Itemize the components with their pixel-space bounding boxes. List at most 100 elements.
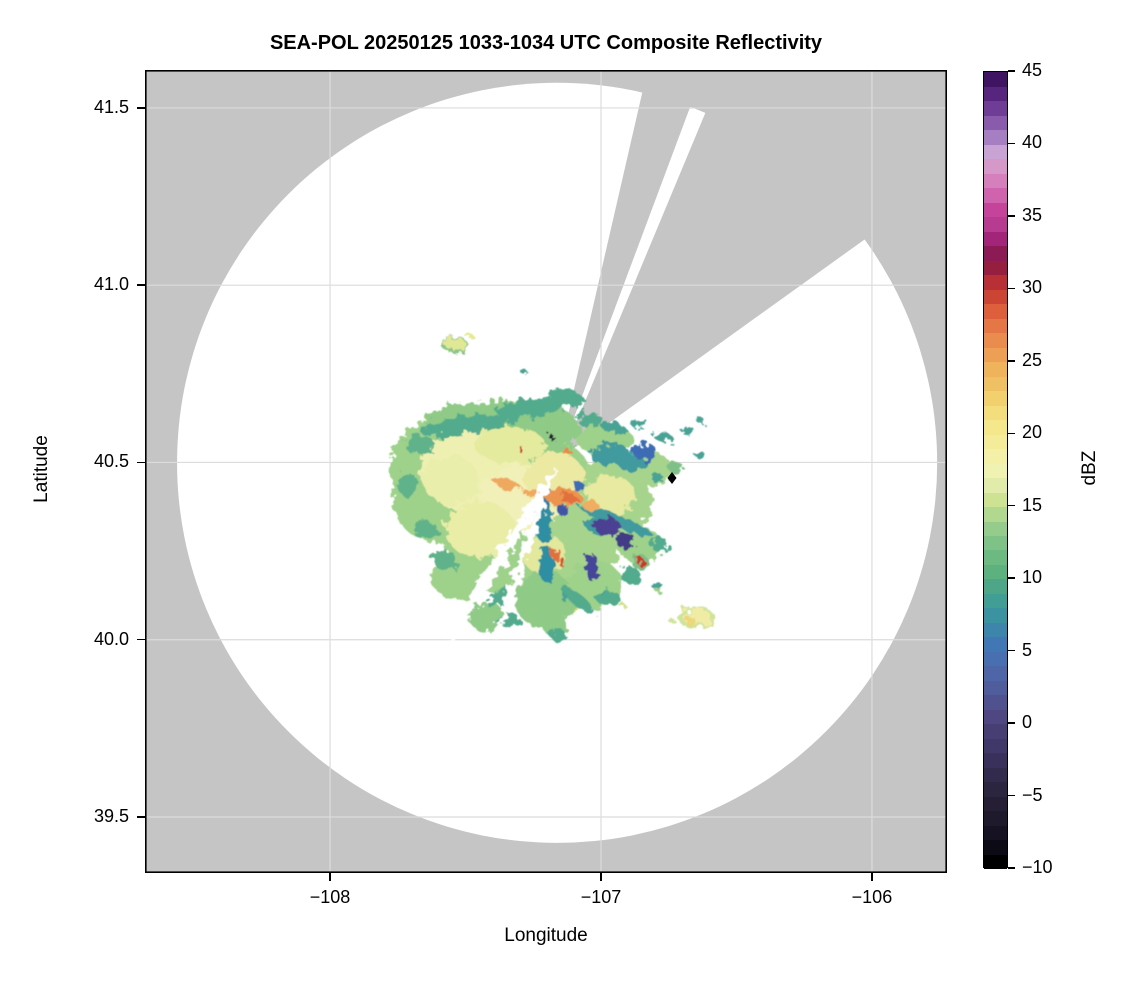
echo-region <box>695 417 704 423</box>
echo-region <box>631 419 649 428</box>
colorbar-tick <box>1008 794 1015 797</box>
y-tick-label: 41.0 <box>93 274 129 295</box>
colorbar-band <box>984 86 1007 102</box>
colorbar-band <box>984 520 1007 536</box>
colorbar-band <box>984 549 1007 565</box>
colorbar-tick <box>1008 287 1015 290</box>
colorbar-band <box>984 506 1007 522</box>
echo-region <box>620 566 640 583</box>
page-title: SEA-POL 20250125 1033-1034 UTC Composite… <box>269 32 823 54</box>
colorbar-tick-label: 35 <box>1022 204 1043 225</box>
colorbar-tick-label: −5 <box>1022 784 1043 805</box>
echo-region <box>539 546 556 583</box>
colorbar-band <box>984 318 1007 334</box>
echo-region <box>433 550 457 570</box>
colorbar-band <box>984 607 1007 623</box>
y-axis-tick <box>137 107 145 109</box>
colorbar-band <box>984 361 1007 377</box>
colorbar-band <box>984 651 1007 667</box>
colorbar-band <box>984 100 1007 116</box>
colorbar-band <box>984 709 1007 725</box>
echo-region <box>559 557 565 568</box>
colorbar-tick-label: 10 <box>1022 567 1043 588</box>
colorbar-band <box>984 723 1007 739</box>
colorbar-tick <box>1008 577 1015 579</box>
echo-region <box>550 388 586 408</box>
echo-region <box>514 572 575 628</box>
echo-region <box>695 451 705 459</box>
colorbar-band <box>984 738 1007 754</box>
echo-region <box>405 435 435 455</box>
colorbar-tick <box>1008 867 1015 869</box>
echo-region <box>398 472 419 497</box>
colorbar-label: dBZ <box>1079 450 1100 486</box>
colorbar-band <box>984 303 1007 319</box>
echo-region <box>562 586 594 614</box>
echo-region <box>443 338 467 350</box>
colorbar-tick <box>1008 70 1015 72</box>
colorbar-band <box>984 144 1007 160</box>
colorbar-tick-label: −10 <box>1022 857 1053 877</box>
echo-region <box>618 602 625 608</box>
colorbar-band <box>984 752 1007 768</box>
x-tick-label: −108 <box>309 887 351 907</box>
colorbar-band <box>984 593 1007 609</box>
colorbar-band <box>984 680 1007 696</box>
echo-region <box>561 594 569 602</box>
colorbar-band <box>984 694 1007 710</box>
colorbar-band <box>984 622 1007 638</box>
x-tick-label: −106 <box>851 887 893 907</box>
colorbar-band <box>984 839 1007 855</box>
echo-region <box>578 411 602 429</box>
x-axis-label: Longitude <box>504 925 588 946</box>
colorbar-band <box>984 289 1007 305</box>
colorbar-band <box>984 477 1007 493</box>
echo-region <box>652 431 674 443</box>
blocked-sector-wedge-2 <box>561 70 940 457</box>
x-tick-label: −107 <box>580 887 622 907</box>
colorbar-band <box>984 347 1007 363</box>
colorbar-tick <box>1008 504 1015 507</box>
echo-region <box>669 618 675 624</box>
colorbar-band <box>984 433 1007 450</box>
colorbar-band <box>984 564 1007 580</box>
echo-region <box>475 427 545 464</box>
colorbar-band <box>984 491 1007 507</box>
y-tick-label: 39.5 <box>93 805 129 826</box>
echo-region <box>570 605 577 611</box>
colorbar-band <box>984 665 1007 681</box>
echo-region <box>585 554 600 582</box>
colorbar-band <box>984 376 1007 392</box>
echo-region <box>469 602 505 632</box>
echo-region <box>559 492 576 503</box>
colorbar-band <box>984 231 1007 247</box>
echo-region <box>651 538 669 553</box>
echo-region <box>520 368 526 374</box>
x-axis-tick <box>600 873 602 881</box>
echo-region <box>495 398 565 418</box>
echo-region <box>549 628 566 641</box>
colorbar-tick <box>1008 649 1015 652</box>
colorbar-band <box>984 535 1007 551</box>
colorbar-band <box>984 202 1007 218</box>
y-axis-tick <box>137 816 145 818</box>
echo-region <box>615 531 636 549</box>
echo-region <box>447 468 557 642</box>
y-tick-label: 40.0 <box>93 628 129 649</box>
colorbar-tick-label: 25 <box>1022 349 1043 370</box>
echo-region <box>651 473 664 484</box>
colorbar-tick-label: 0 <box>1022 712 1033 733</box>
echo-region <box>581 500 598 510</box>
colorbar-band <box>984 825 1007 841</box>
echo-region <box>420 413 516 437</box>
echo-region <box>596 589 620 607</box>
colorbar-tick <box>1008 432 1015 435</box>
echo-region <box>494 469 554 641</box>
y-axis-tick <box>137 461 145 464</box>
x-axis-tick <box>871 873 873 881</box>
colorbar-tick-label: 20 <box>1022 422 1043 443</box>
plot-frame <box>145 70 947 873</box>
echo-region <box>486 588 514 608</box>
echo-region <box>492 477 522 491</box>
echo-region <box>601 422 627 434</box>
